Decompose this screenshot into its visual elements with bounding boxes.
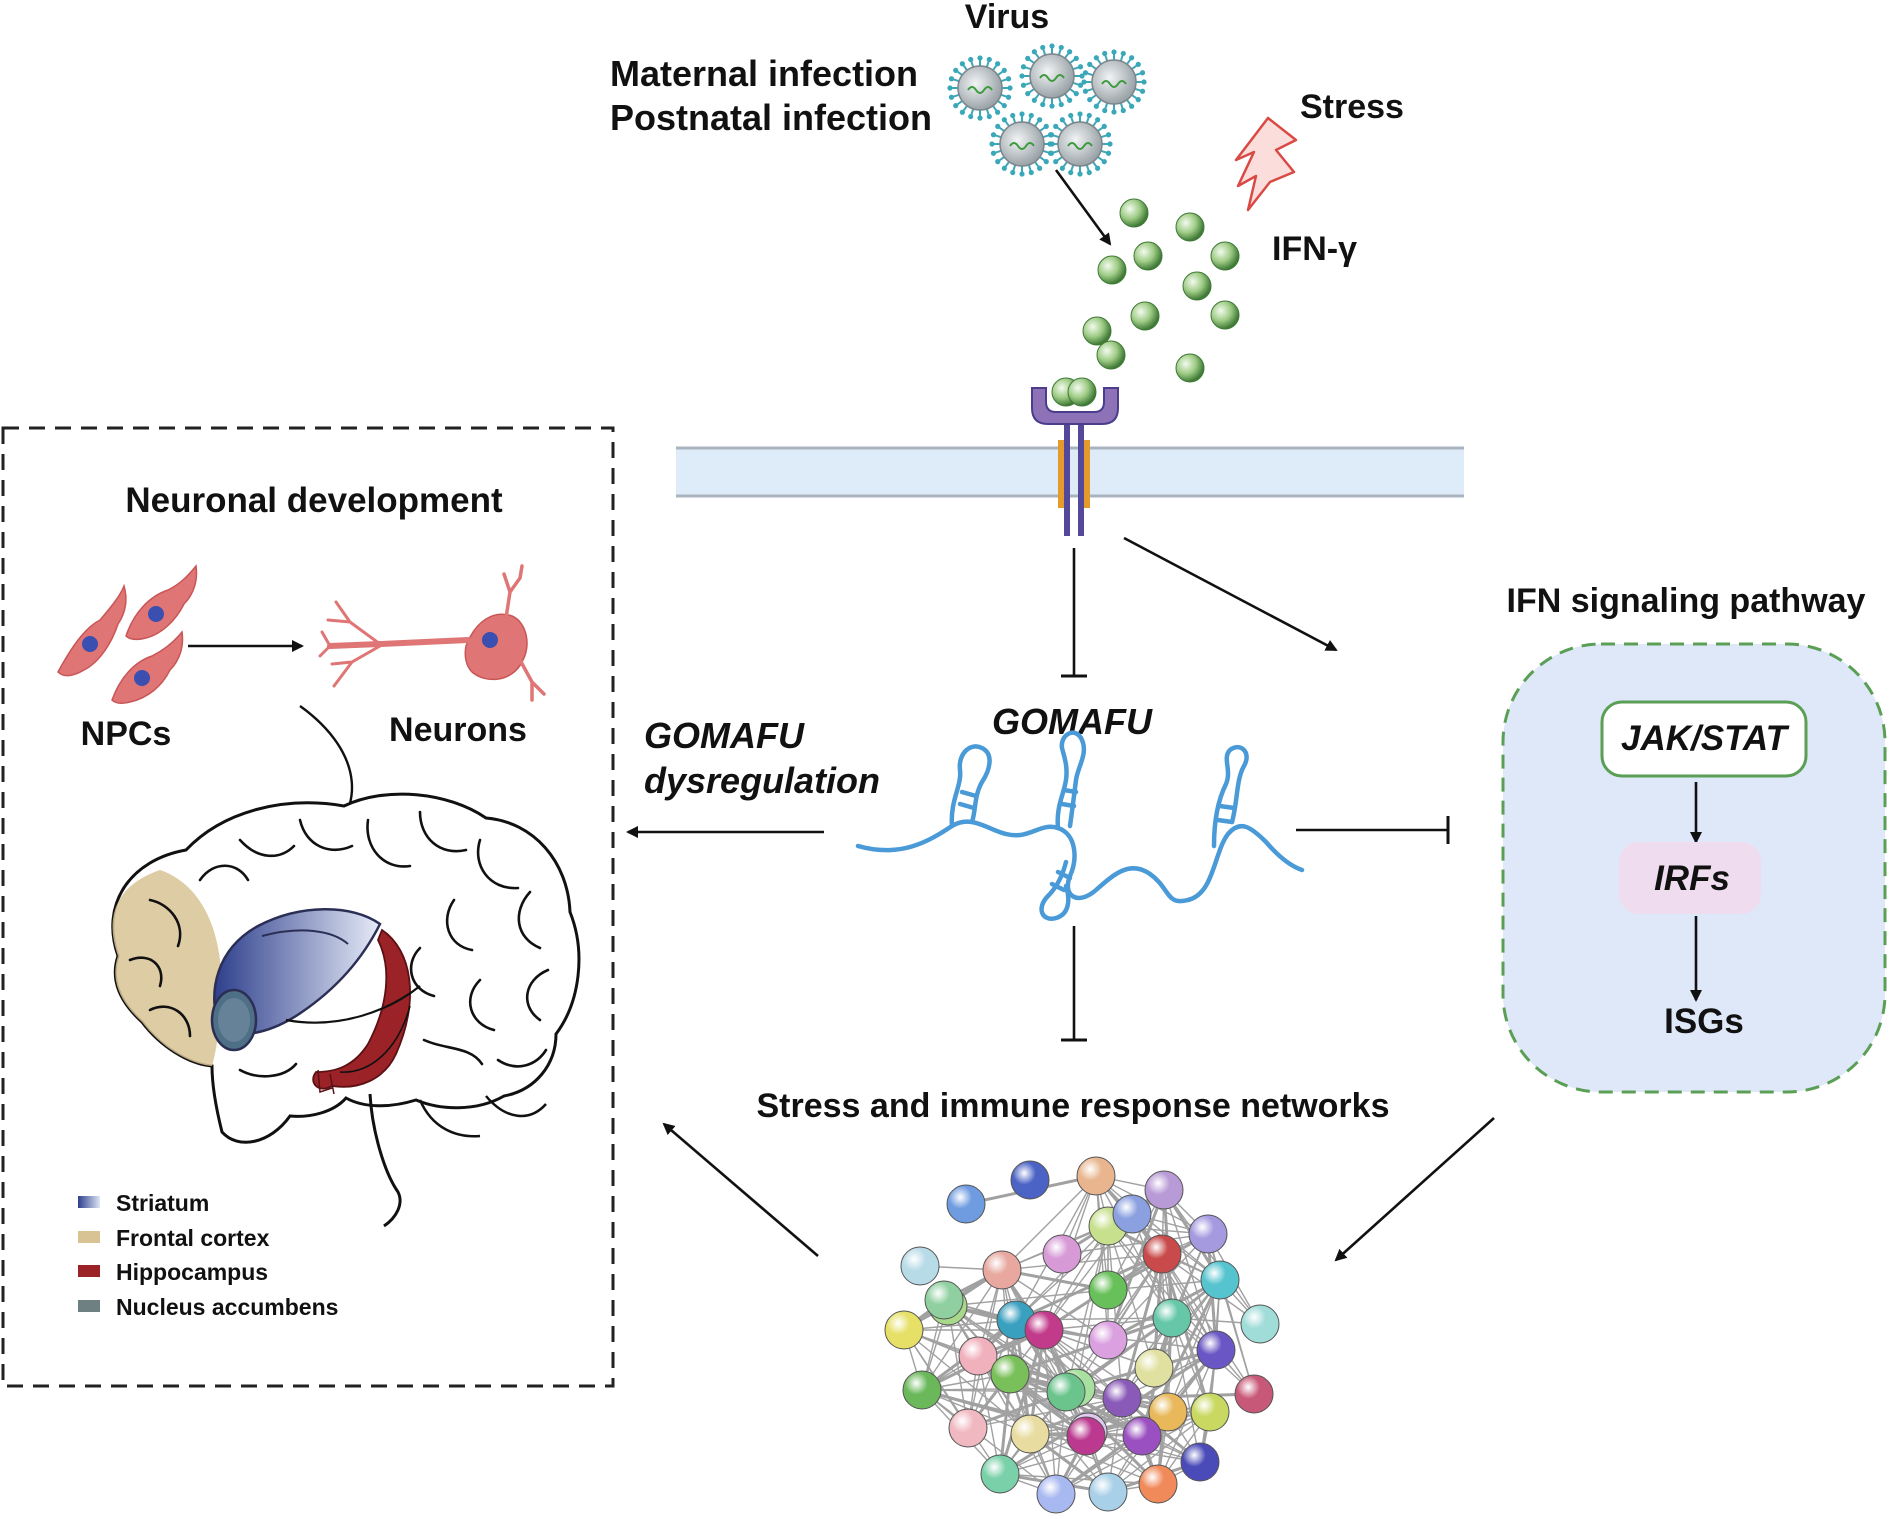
stress-label: Stress [1300,88,1404,126]
network-node [1088,1270,1128,1310]
network-node [900,1246,940,1286]
ifn-gamma-molecule [1119,198,1149,228]
legend-swatch-nucleus-accumbens [78,1300,100,1312]
maternal-infection-label: Maternal infection [610,53,918,94]
network-node [990,1354,1030,1394]
network-node [1010,1414,1050,1454]
network-node [1188,1214,1228,1254]
jak-stat-box [1600,700,1808,778]
legend-swatch-striatum [78,1196,100,1208]
network-node [1088,1472,1128,1512]
ifn-gamma-molecules [1082,198,1240,383]
gomafu-lncrna-icon [855,730,1305,921]
virus-particle-icon [989,111,1055,177]
npcs-label: NPCs [81,715,172,753]
gomafu-dysregulation-line2: dysregulation [644,760,880,801]
npc-cells-icon [57,564,198,705]
legend-label-hippocampus: Hippocampus [116,1259,268,1285]
network-node [1196,1330,1236,1370]
virus-particle-icon [1081,49,1147,115]
network-node [1112,1194,1152,1234]
virus-particle-icon [1019,43,1085,109]
ifn-gamma-molecule [1175,353,1205,383]
ifn-pathway-title: IFN signaling pathway [1507,582,1866,620]
ifn-gamma-molecule [1097,255,1127,285]
isgs-label: ISGs [1664,1002,1744,1041]
ifn-gamma-molecule [1182,271,1212,301]
irfs-box [1619,842,1761,914]
ifn-gamma-molecule [1130,301,1160,331]
network-node [1142,1234,1182,1274]
ifn-gamma-molecule [1210,241,1240,271]
network-node [1180,1442,1220,1482]
network-node [1042,1234,1082,1274]
neurons-label: Neurons [389,711,527,749]
gomafu-dysregulation-line1: GOMAFU [644,715,805,756]
virus-particle-icon [947,55,1013,121]
network-to-brain-arrow [662,1122,819,1257]
ifn-receptor-icon [1031,377,1119,536]
network-node [1144,1170,1184,1210]
network-node [1036,1474,1076,1514]
network-node [1024,1310,1064,1350]
interaction-network-graph [884,1156,1280,1514]
legend-swatch-hippocampus [78,1265,100,1277]
network-node [1010,1160,1050,1200]
brain-region-legend: Striatum Frontal cortex Hippocampus Nucl… [78,1190,338,1320]
network-node [884,1310,924,1350]
network-node [980,1454,1020,1494]
legend-label-nucleus-accumbens: Nucleus accumbens [116,1294,338,1320]
gomafu-label: GOMAFU [992,701,1153,742]
network-node [958,1336,998,1376]
ifn-gamma-molecule [1082,316,1112,346]
pathway-to-network-arrow [1334,1117,1495,1262]
virus-particles [947,43,1147,177]
legend-swatch-frontal-cortex [78,1231,100,1243]
network-node [946,1184,986,1224]
virus-to-ifn-arrow [1054,169,1112,246]
network-node [1234,1374,1274,1414]
irfs-label: IRFs [1654,859,1730,898]
neuronal-development-panel [1,426,615,1388]
neuron-icon [318,564,546,702]
legend-label-striatum: Striatum [116,1190,209,1216]
network-title: Stress and immune response networks [757,1087,1390,1125]
network-node [1046,1372,1086,1412]
network-node [924,1280,964,1320]
network-node [1102,1378,1142,1418]
network-node [982,1250,1022,1290]
virus-label: Virus [965,0,1049,36]
neuronal-development-title: Neuronal development [125,481,503,520]
postnatal-infection-label: Postnatal infection [610,97,932,138]
ifn-gamma-molecule [1133,241,1163,271]
virus-particle-icon [1047,111,1113,177]
network-node [1066,1416,1106,1456]
network-node [1088,1320,1128,1360]
network-node [1240,1304,1280,1344]
ifn-gamma-molecule [1210,300,1240,330]
network-node [1076,1156,1116,1196]
ifn-gamma-label: IFN-γ [1272,230,1357,268]
jak-stat-label: JAK/STAT [1621,719,1790,758]
network-node [1190,1392,1230,1432]
network-node [1138,1464,1178,1504]
brain-illustration [111,792,581,1228]
network-node [948,1408,988,1448]
network-node [902,1370,942,1410]
network-node [1134,1348,1174,1388]
lightning-bolt-icon [1234,116,1298,212]
network-node [1200,1260,1240,1300]
network-node [1122,1416,1162,1456]
network-node [1148,1392,1188,1432]
receptor-to-pathway-arrow [1123,536,1338,652]
ifn-gamma-molecule [1175,212,1205,242]
ifn-gamma-molecule [1096,340,1126,370]
network-node [1152,1298,1192,1338]
legend-label-frontal-cortex: Frontal cortex [116,1225,270,1251]
